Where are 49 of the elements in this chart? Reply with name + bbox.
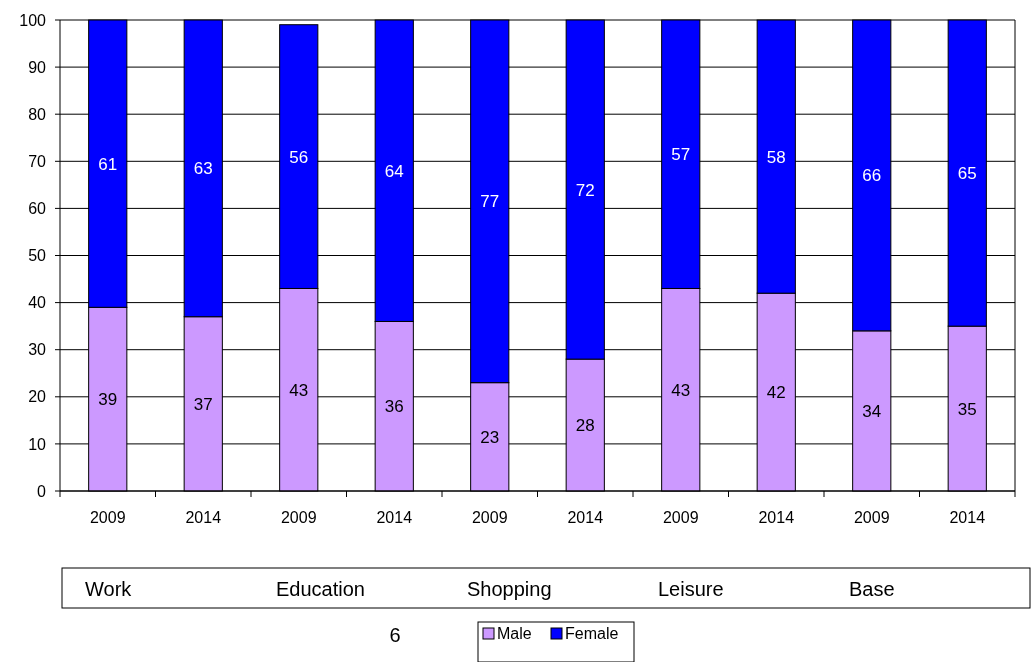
y-tick-label: 40	[28, 294, 47, 312]
data-label: 65	[957, 164, 977, 184]
data-label: 77	[480, 192, 500, 212]
data-label: 42	[766, 383, 786, 403]
x-tick-label: 2014	[758, 509, 795, 526]
data-label: 63	[193, 159, 213, 179]
y-tick-label: 90	[28, 58, 47, 76]
y-tick-label: 60	[28, 200, 47, 217]
y-tick-label: 10	[28, 435, 47, 453]
x-tick-label: 2009	[853, 509, 890, 526]
data-label: 66	[862, 166, 882, 186]
text: Leisure	[658, 578, 724, 600]
text: Work	[85, 578, 133, 600]
data-label: 34	[862, 401, 882, 421]
data-label: 36	[384, 397, 404, 417]
data-label: 43	[671, 380, 691, 400]
data-label: 56	[289, 147, 309, 167]
data-label: 57	[671, 145, 691, 165]
x-tick-label: 2009	[471, 509, 508, 526]
y-tick-label: 70	[28, 152, 47, 170]
x-tick-label: 2009	[89, 509, 126, 526]
x-tick-label: 2009	[280, 509, 317, 526]
x-tick-label: 2014	[949, 509, 986, 526]
data-label: 58	[766, 147, 786, 167]
data-label: 35	[957, 399, 977, 419]
y-tick-label: 0	[37, 482, 47, 500]
legend-label: Male	[497, 625, 532, 642]
text: 6	[389, 624, 401, 646]
x-tick-label: 2014	[185, 509, 222, 526]
y-tick-label: 50	[28, 247, 47, 265]
data-label: 39	[98, 390, 118, 410]
data-label: 64	[384, 161, 404, 181]
data-label: 72	[575, 180, 595, 200]
y-tick-label: 80	[28, 105, 47, 123]
data-label: 43	[289, 380, 309, 400]
y-tick-label: 100	[19, 11, 47, 29]
data-label: 28	[575, 416, 595, 436]
data-label: 23	[480, 427, 500, 447]
y-tick-label: 30	[28, 341, 47, 359]
data-label: 61	[98, 154, 118, 174]
legend-label: Female	[565, 625, 619, 642]
x-tick-label: 2014	[567, 509, 604, 526]
x-tick-label: 2014	[376, 509, 413, 526]
text: Education	[276, 578, 365, 600]
y-tick-label: 20	[28, 388, 47, 406]
x-tick-label: 2009	[662, 509, 699, 526]
text: Base	[849, 578, 895, 600]
text: Shopping	[467, 578, 552, 600]
data-label: 37	[193, 394, 213, 414]
